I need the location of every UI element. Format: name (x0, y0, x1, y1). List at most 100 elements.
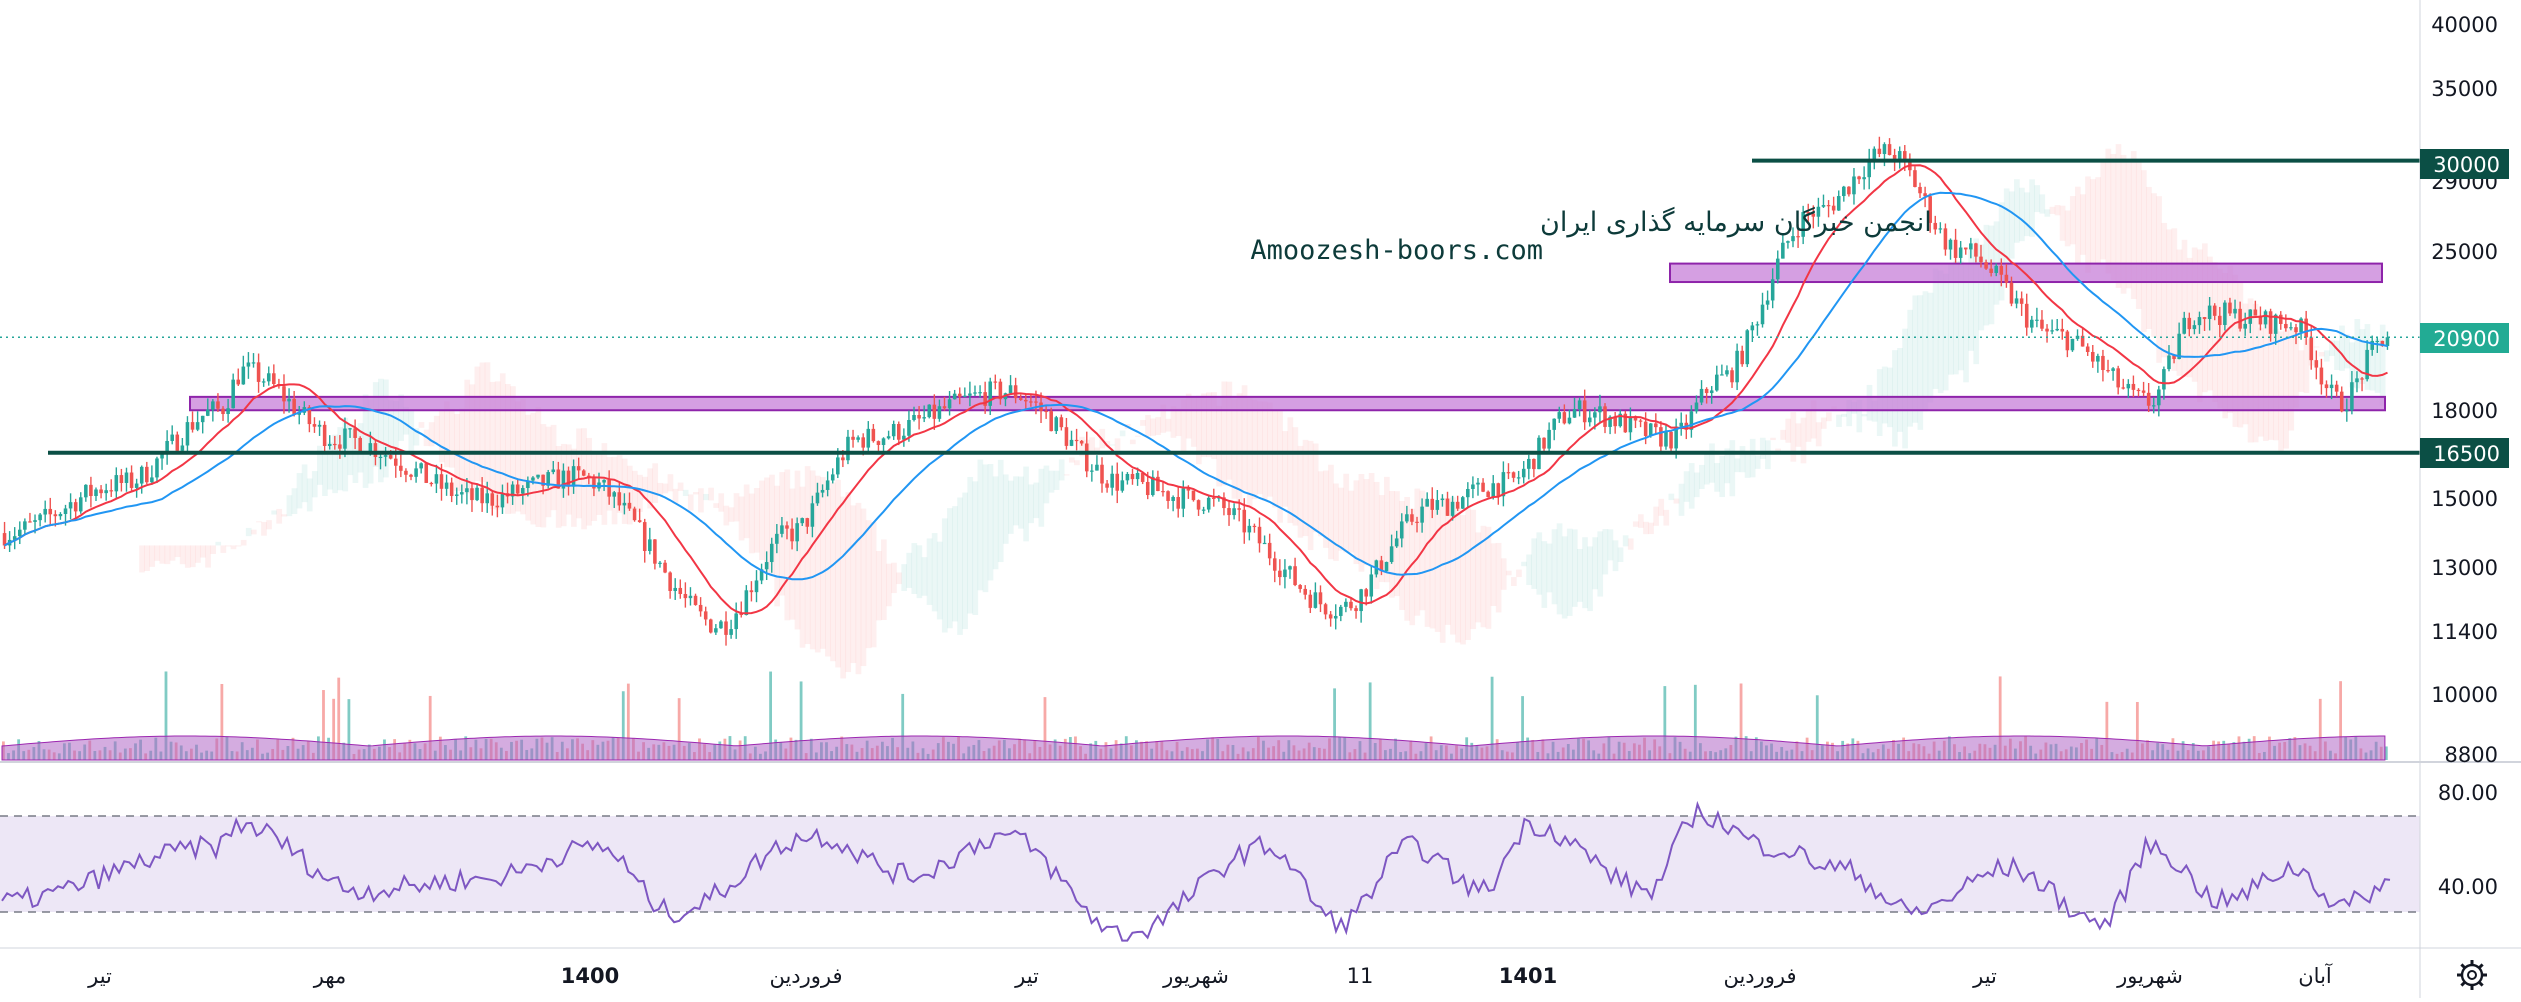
candle-body (1842, 186, 1846, 197)
cloud-segment (2171, 228, 2178, 371)
cloud-segment (1998, 202, 2005, 301)
candle-body (642, 522, 647, 552)
candle-body (170, 434, 174, 441)
candle-body (1115, 473, 1120, 491)
candle-body (485, 493, 489, 504)
candle-body (1867, 160, 1871, 178)
cloud-segment (1571, 529, 1578, 607)
cloud-segment (2181, 239, 2188, 377)
moving-averages (4, 164, 2388, 615)
cloud-segment (870, 522, 877, 648)
candle-body (43, 508, 47, 515)
cloud-segment (1475, 532, 1482, 623)
cloud-segment (215, 541, 222, 546)
level-label-text: 16500 (2433, 442, 2500, 466)
cloud-segment (860, 508, 867, 667)
candle-body (287, 398, 291, 402)
candle-body (714, 628, 718, 633)
ma-fast-line (4, 164, 2388, 615)
cloud-segment (799, 486, 806, 648)
cloud-segment (652, 463, 659, 503)
volume-bar (164, 671, 168, 760)
price-tick: 35000 (2431, 77, 2498, 101)
volume-bar (1333, 688, 1336, 760)
cloud-segment (1800, 417, 1807, 464)
candle-body (1948, 239, 1953, 250)
time-tick: فروردین (769, 964, 842, 988)
cloud-segment (2115, 144, 2122, 288)
candle-body (495, 505, 500, 508)
candle-body (1344, 601, 1348, 607)
cloud-segment (1643, 521, 1649, 535)
cloud-segment (2227, 265, 2234, 413)
cloud-segment (510, 386, 516, 514)
cloud-segment (1170, 406, 1177, 438)
candle-body (571, 466, 576, 487)
cloud-segment (698, 488, 704, 513)
candle-body (1074, 439, 1079, 442)
price-tick: 13000 (2431, 556, 2498, 580)
candle-body (236, 379, 241, 385)
candle-body (2090, 352, 2095, 362)
candle-body (1018, 398, 1023, 400)
cloud-segment (535, 407, 542, 527)
cloud-segment (936, 541, 943, 620)
gear-icon[interactable] (2457, 960, 2487, 990)
candle-body (134, 483, 139, 488)
candle-body (419, 463, 423, 469)
cloud-segment (642, 476, 648, 500)
cloud-segment (2273, 328, 2279, 441)
cloud-segment (2212, 262, 2218, 403)
candle-body (1654, 423, 1658, 428)
candle-body (2065, 331, 2070, 351)
cloud-segment (2257, 327, 2264, 437)
cloud-segment (1439, 497, 1446, 643)
cloud-segment (403, 406, 410, 435)
candle-body (399, 465, 403, 471)
cloud-segment (1114, 438, 1121, 457)
rsi-tick: 40.00 (2438, 875, 2498, 899)
cloud-segment (1622, 535, 1629, 547)
cloud-segment (1714, 463, 1720, 492)
cloud-segment (291, 488, 298, 514)
cloud-segment (1683, 471, 1690, 502)
candle-body (2284, 323, 2288, 329)
candle-body (1196, 500, 1201, 510)
rsi-axis[interactable]: 80.00 40.00 (2438, 781, 2498, 899)
candle-body (886, 436, 891, 439)
candle-body (1242, 509, 1247, 533)
candle-body (2101, 355, 2105, 371)
candle-body (1440, 498, 1445, 501)
candle-body (388, 455, 393, 459)
cloud-segment (789, 488, 796, 620)
candle-body (861, 437, 865, 448)
candle-body (500, 493, 505, 508)
cloud-segment (1424, 500, 1431, 627)
cloud-segment (1973, 238, 1980, 365)
candle-body (2314, 360, 2319, 368)
cloud-segment (1577, 548, 1583, 602)
candle-body (663, 562, 667, 573)
candle-body (353, 428, 357, 438)
cloud-segment (1297, 445, 1304, 538)
candle-body (1090, 470, 1094, 472)
last-price-label[interactable]: 20900 (2420, 323, 2509, 353)
volume-bar (1998, 676, 2002, 760)
candle-body (1278, 570, 1282, 578)
cloud-segment (1414, 488, 1421, 616)
cloud-segment (1160, 404, 1167, 433)
candle-body (1303, 588, 1308, 595)
level-label-16500[interactable]: 16500 (2420, 438, 2509, 468)
cloud-segment (1582, 537, 1588, 609)
cloud-segment (459, 408, 465, 491)
level-label-bg (2420, 438, 2509, 468)
time-axis[interactable]: تیر مهر 1400 فروردین تیر شهریور 11 1401 … (87, 963, 2333, 988)
candle-body (58, 513, 63, 517)
candle-body (2375, 340, 2380, 343)
level-label-30000[interactable]: 30000 (2420, 149, 2509, 179)
candle-body (1257, 526, 1262, 544)
cloud-segment (1947, 263, 1954, 375)
cloud-segment (438, 409, 445, 463)
